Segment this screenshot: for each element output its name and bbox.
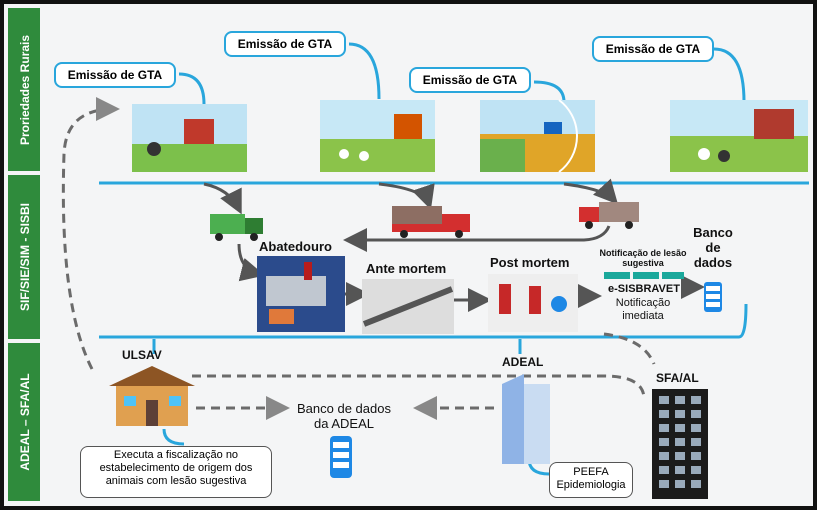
window [675, 396, 685, 404]
window [659, 480, 669, 488]
window [659, 424, 669, 432]
window [691, 452, 701, 460]
immediate-label: Notificação imediata [604, 297, 682, 322]
ulsav-note: Executa a fiscalização no estabeleciment… [80, 446, 272, 498]
window [675, 438, 685, 446]
window [691, 396, 701, 404]
gta-callout: Emissão de GTA [592, 36, 714, 62]
system-label: e-SISBRAVET [602, 283, 686, 296]
trucks [210, 202, 639, 241]
farm-illustrations [132, 100, 808, 172]
ante-mortem-label: Ante mortem [366, 262, 446, 277]
window [675, 410, 685, 418]
page: Proriedades Rurais SIF/SIE/SIM - SISBI A… [0, 0, 817, 510]
peefa-box: PEEFA Epidemiologia [549, 462, 633, 498]
adeal-database-label: Banco de dados da ADEAL [294, 402, 394, 432]
gta-callout: Emissão de GTA [409, 67, 531, 93]
adeal-label: ADEAL [502, 356, 543, 370]
notification-label: Notificação de lesão sugestiva [598, 248, 688, 269]
window [659, 438, 669, 446]
lane-label: ADEAL – SFA/AL [18, 373, 32, 470]
slaughterhouse-label: Abatedouro [259, 240, 332, 255]
window [659, 410, 669, 418]
diagram: Proriedades Rurais SIF/SIE/SIM - SISBI A… [0, 0, 817, 510]
window [691, 466, 701, 474]
window [675, 424, 685, 432]
window [659, 396, 669, 404]
window [691, 410, 701, 418]
gta-callout: Emissão de GTA [54, 62, 176, 88]
lane-label: SIF/SIE/SIM - SISBI [18, 203, 32, 311]
ulsav-label: ULSAV [122, 349, 162, 363]
window [691, 480, 701, 488]
peefa-line: PEEFA [552, 466, 630, 479]
peefa-line: Epidemiologia [552, 479, 630, 492]
lane-label: Proriedades Rurais [18, 35, 32, 145]
window [691, 438, 701, 446]
window [659, 452, 669, 460]
window [675, 452, 685, 460]
window [659, 466, 669, 474]
window [675, 480, 685, 488]
post-mortem-label: Post mortem [490, 256, 569, 271]
gta-callout: Emissão de GTA [224, 31, 346, 57]
window [691, 424, 701, 432]
sfa-label: SFA/AL [656, 372, 699, 386]
window [675, 466, 685, 474]
database-label: Banco de dados [688, 226, 738, 271]
